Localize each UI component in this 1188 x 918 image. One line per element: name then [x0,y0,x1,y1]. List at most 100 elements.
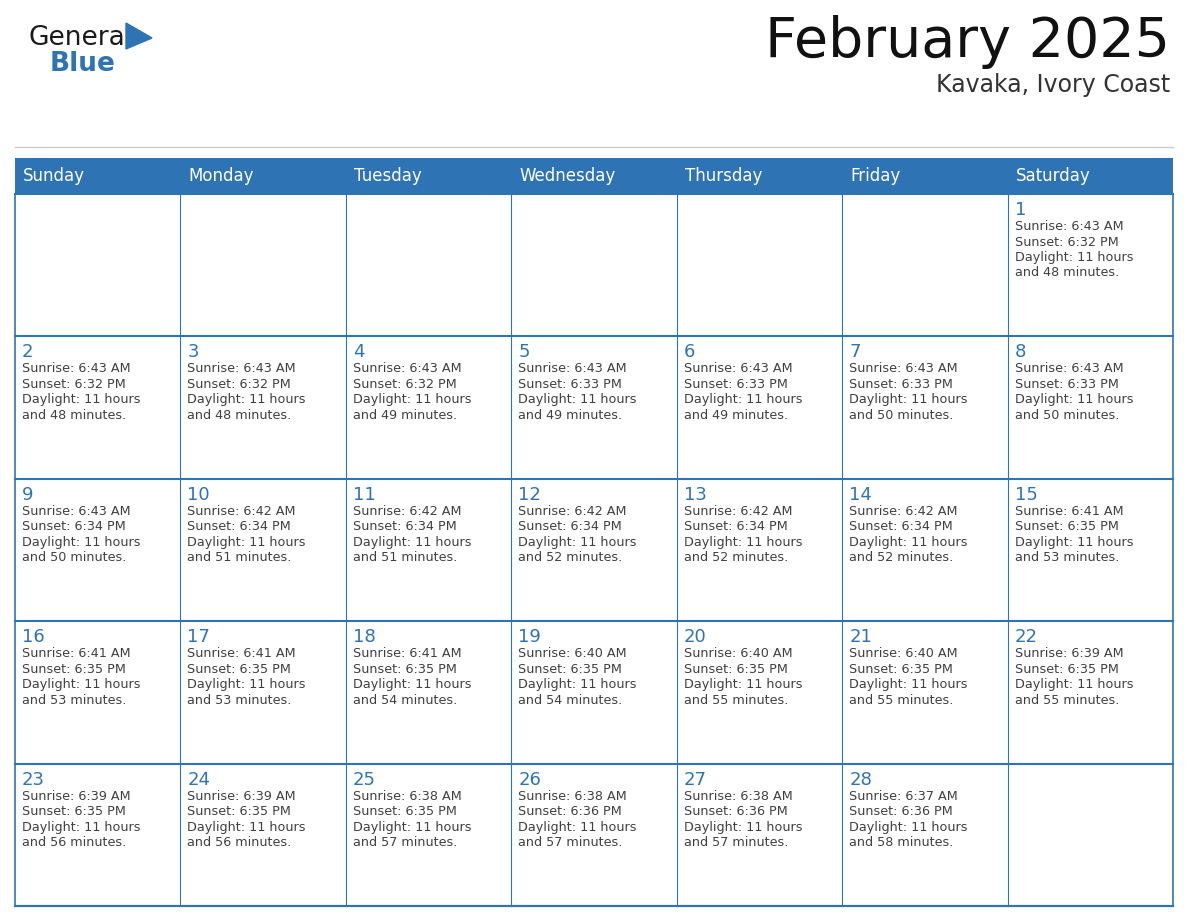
Text: Kavaka, Ivory Coast: Kavaka, Ivory Coast [936,73,1170,97]
Text: Wednesday: Wednesday [519,167,615,185]
Text: Daylight: 11 hours: Daylight: 11 hours [188,394,307,407]
Text: 17: 17 [188,628,210,646]
Text: and 54 minutes.: and 54 minutes. [518,694,623,707]
Text: 27: 27 [684,770,707,789]
Text: 6: 6 [684,343,695,362]
Text: Blue: Blue [50,51,116,77]
Text: Sunset: 6:35 PM: Sunset: 6:35 PM [353,663,456,676]
Text: and 48 minutes.: and 48 minutes. [1015,266,1119,279]
Text: Daylight: 11 hours: Daylight: 11 hours [1015,394,1133,407]
Text: Sunrise: 6:40 AM: Sunrise: 6:40 AM [518,647,627,660]
Text: and 51 minutes.: and 51 minutes. [353,552,457,565]
Text: Sunrise: 6:40 AM: Sunrise: 6:40 AM [849,647,958,660]
Text: 5: 5 [518,343,530,362]
Text: Sunset: 6:32 PM: Sunset: 6:32 PM [23,378,126,391]
Text: Sunrise: 6:39 AM: Sunrise: 6:39 AM [1015,647,1123,660]
Text: Daylight: 11 hours: Daylight: 11 hours [518,678,637,691]
Text: and 48 minutes.: and 48 minutes. [188,409,292,422]
Text: Daylight: 11 hours: Daylight: 11 hours [518,536,637,549]
Text: 4: 4 [353,343,365,362]
Text: Sunset: 6:35 PM: Sunset: 6:35 PM [23,663,126,676]
Text: Sunrise: 6:42 AM: Sunrise: 6:42 AM [684,505,792,518]
Text: Sunset: 6:35 PM: Sunset: 6:35 PM [1015,663,1118,676]
Text: Sunrise: 6:40 AM: Sunrise: 6:40 AM [684,647,792,660]
Text: February 2025: February 2025 [765,15,1170,69]
Text: Sunrise: 6:42 AM: Sunrise: 6:42 AM [188,505,296,518]
Text: and 53 minutes.: and 53 minutes. [1015,552,1119,565]
Text: and 49 minutes.: and 49 minutes. [518,409,623,422]
Text: Sunrise: 6:38 AM: Sunrise: 6:38 AM [684,789,792,802]
Text: Daylight: 11 hours: Daylight: 11 hours [1015,536,1133,549]
Text: Sunset: 6:35 PM: Sunset: 6:35 PM [1015,521,1118,533]
Text: Sunset: 6:33 PM: Sunset: 6:33 PM [849,378,953,391]
Text: 20: 20 [684,628,707,646]
Text: Sunrise: 6:41 AM: Sunrise: 6:41 AM [23,647,131,660]
Text: Sunset: 6:33 PM: Sunset: 6:33 PM [1015,378,1118,391]
Text: Daylight: 11 hours: Daylight: 11 hours [353,394,472,407]
Text: Sunset: 6:33 PM: Sunset: 6:33 PM [684,378,788,391]
Text: and 50 minutes.: and 50 minutes. [1015,409,1119,422]
Text: Sunset: 6:35 PM: Sunset: 6:35 PM [518,663,623,676]
Text: Daylight: 11 hours: Daylight: 11 hours [1015,251,1133,264]
Text: and 48 minutes.: and 48 minutes. [23,409,126,422]
Text: and 57 minutes.: and 57 minutes. [353,836,457,849]
Text: Saturday: Saturday [1016,167,1091,185]
Text: Sunrise: 6:42 AM: Sunrise: 6:42 AM [849,505,958,518]
Text: 12: 12 [518,486,542,504]
Text: Sunrise: 6:43 AM: Sunrise: 6:43 AM [353,363,461,375]
Text: 7: 7 [849,343,860,362]
Text: Sunrise: 6:38 AM: Sunrise: 6:38 AM [353,789,462,802]
Text: Sunrise: 6:43 AM: Sunrise: 6:43 AM [23,363,131,375]
Text: 8: 8 [1015,343,1026,362]
Text: Sunset: 6:34 PM: Sunset: 6:34 PM [23,521,126,533]
Text: Sunrise: 6:38 AM: Sunrise: 6:38 AM [518,789,627,802]
Text: 21: 21 [849,628,872,646]
Text: Sunset: 6:35 PM: Sunset: 6:35 PM [188,663,291,676]
Text: Sunrise: 6:41 AM: Sunrise: 6:41 AM [1015,505,1123,518]
Text: and 51 minutes.: and 51 minutes. [188,552,292,565]
Text: 2: 2 [23,343,33,362]
Text: and 50 minutes.: and 50 minutes. [849,409,954,422]
Text: 14: 14 [849,486,872,504]
Text: Sunrise: 6:43 AM: Sunrise: 6:43 AM [188,363,296,375]
Bar [15,158,1173,194]
Text: Daylight: 11 hours: Daylight: 11 hours [353,536,472,549]
Text: Sunset: 6:34 PM: Sunset: 6:34 PM [188,521,291,533]
Text: Sunset: 6:34 PM: Sunset: 6:34 PM [849,521,953,533]
Text: Sunday: Sunday [23,167,86,185]
Text: Sunset: 6:35 PM: Sunset: 6:35 PM [23,805,126,818]
Text: Daylight: 11 hours: Daylight: 11 hours [849,394,968,407]
Text: 9: 9 [23,486,33,504]
Text: Daylight: 11 hours: Daylight: 11 hours [849,536,968,549]
Text: General: General [29,25,132,51]
Text: Sunrise: 6:43 AM: Sunrise: 6:43 AM [1015,363,1123,375]
Text: Daylight: 11 hours: Daylight: 11 hours [684,394,802,407]
Text: Sunset: 6:35 PM: Sunset: 6:35 PM [353,805,456,818]
Text: Sunrise: 6:43 AM: Sunrise: 6:43 AM [1015,220,1123,233]
Text: Sunset: 6:34 PM: Sunset: 6:34 PM [353,521,456,533]
Text: 25: 25 [353,770,375,789]
Text: Daylight: 11 hours: Daylight: 11 hours [23,536,140,549]
Text: Daylight: 11 hours: Daylight: 11 hours [518,821,637,834]
Text: Sunset: 6:35 PM: Sunset: 6:35 PM [684,663,788,676]
Text: Sunset: 6:32 PM: Sunset: 6:32 PM [1015,236,1118,249]
Text: Daylight: 11 hours: Daylight: 11 hours [684,821,802,834]
Text: and 49 minutes.: and 49 minutes. [684,409,788,422]
Text: Daylight: 11 hours: Daylight: 11 hours [684,536,802,549]
Text: Sunset: 6:33 PM: Sunset: 6:33 PM [518,378,623,391]
Text: and 52 minutes.: and 52 minutes. [518,552,623,565]
Text: Daylight: 11 hours: Daylight: 11 hours [684,678,802,691]
Text: and 56 minutes.: and 56 minutes. [188,836,292,849]
Text: Daylight: 11 hours: Daylight: 11 hours [188,678,307,691]
Text: Sunrise: 6:37 AM: Sunrise: 6:37 AM [849,789,958,802]
Text: Sunrise: 6:39 AM: Sunrise: 6:39 AM [23,789,131,802]
Text: and 58 minutes.: and 58 minutes. [849,836,954,849]
Text: and 53 minutes.: and 53 minutes. [23,694,126,707]
Text: Daylight: 11 hours: Daylight: 11 hours [849,678,968,691]
Text: 28: 28 [849,770,872,789]
Text: Daylight: 11 hours: Daylight: 11 hours [353,678,472,691]
Text: Sunrise: 6:42 AM: Sunrise: 6:42 AM [518,505,627,518]
Text: 26: 26 [518,770,542,789]
Text: Tuesday: Tuesday [354,167,422,185]
Text: 24: 24 [188,770,210,789]
